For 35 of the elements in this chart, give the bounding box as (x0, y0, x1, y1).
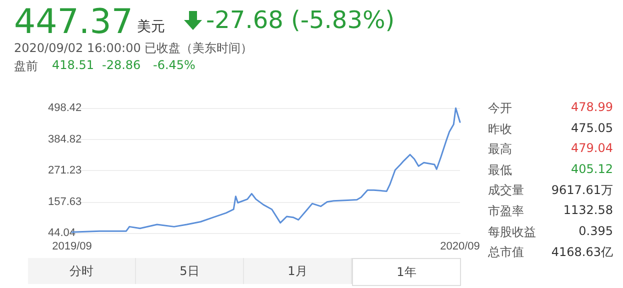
y-tick-label: 271.23 (48, 164, 82, 176)
text: 市盈率 (488, 203, 524, 220)
text: 478.99 (571, 100, 613, 114)
text: 447.37 (14, 2, 133, 42)
text: 最低 (488, 162, 512, 179)
x-tick-label: 2020/09 (440, 240, 480, 252)
text: -28.86 (102, 58, 141, 72)
text: 479.04 (571, 141, 613, 156)
text: 9617.61万 (551, 182, 613, 200)
text: 475.05 (571, 120, 613, 135)
text: 分时 (28, 258, 136, 284)
text: -6.45% (153, 58, 196, 72)
y-tick-label: 498.42 (48, 102, 82, 114)
text: 成交量 (488, 182, 524, 200)
text: 今开 (488, 100, 512, 117)
text: 5日 (136, 258, 244, 284)
text: 4168.63亿 (551, 244, 613, 262)
text: 2020/09/02 16:00:00 已收盘（美东时间） (14, 40, 253, 57)
x-tick-label: 2019/09 (52, 240, 92, 252)
text: 昨收 (488, 120, 512, 138)
y-tick-label: 44.04 (48, 227, 76, 239)
y-tick-label: 157.63 (48, 196, 82, 208)
text: 1年 (352, 258, 461, 286)
text: 盘前 (14, 58, 38, 75)
text: 美元 (137, 18, 165, 36)
text: 总市值 (488, 244, 524, 262)
text: -27.68 (-5.83%) (206, 6, 395, 34)
text: 418.51 (52, 58, 94, 72)
text: 1月 (244, 258, 352, 284)
y-tick-label: 384.82 (48, 133, 82, 146)
text: 每股收益 (488, 224, 536, 241)
text: 1132.58 (563, 203, 613, 217)
text: 最高 (488, 141, 512, 158)
text: 405.12 (571, 162, 613, 176)
text: 0.395 (578, 224, 613, 238)
